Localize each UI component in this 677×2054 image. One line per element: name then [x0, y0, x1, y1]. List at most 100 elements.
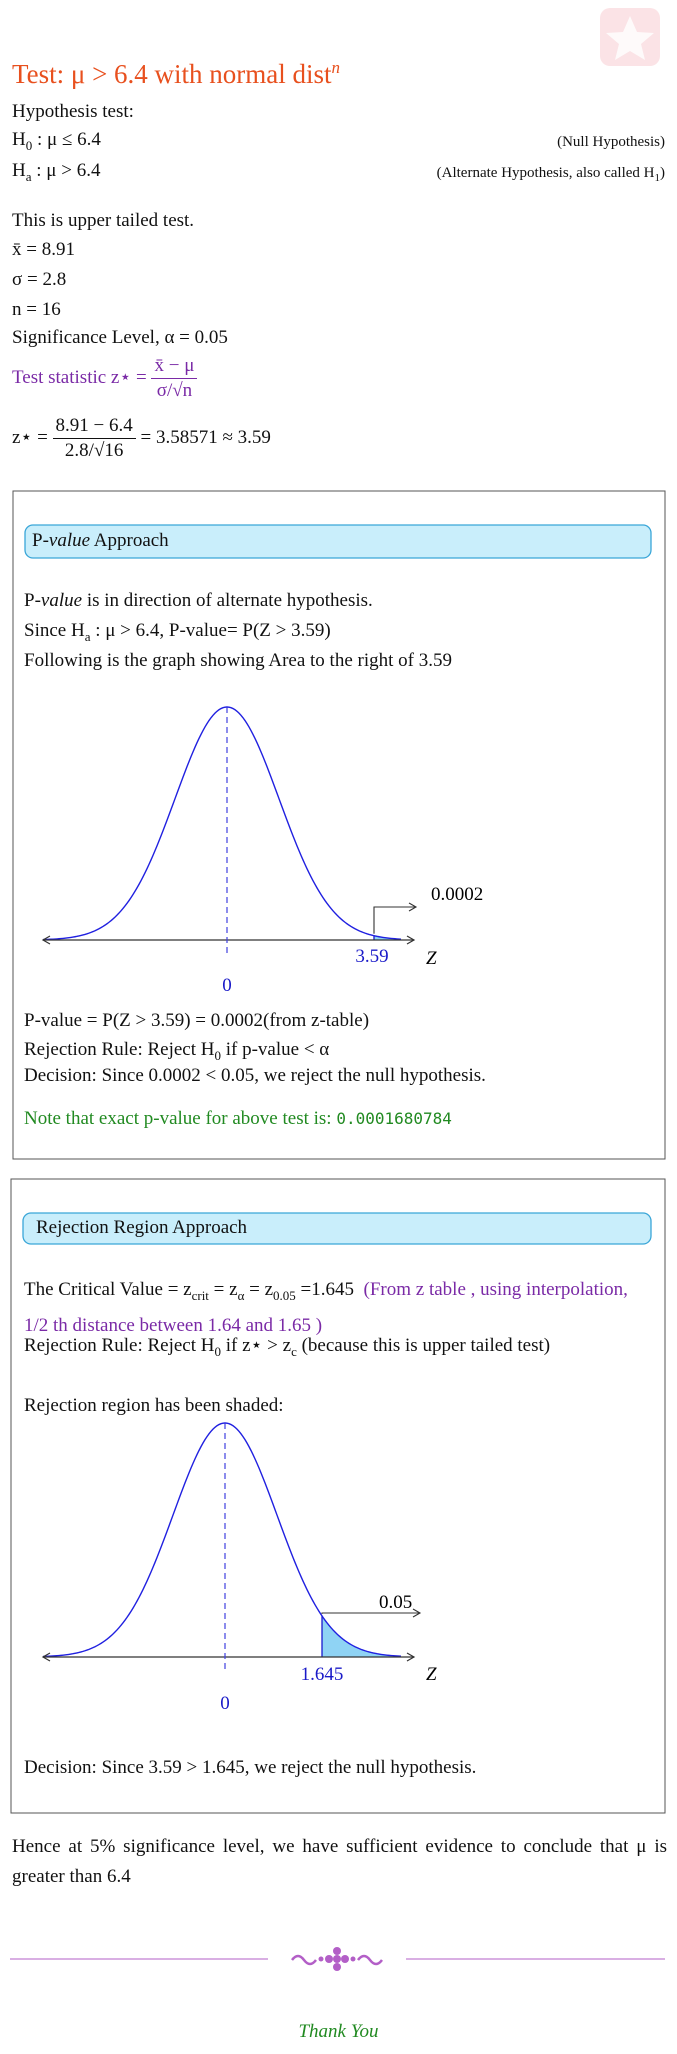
- rule: Rejection Rule: Reject H0 if p-value < α: [24, 1038, 329, 1068]
- rejection-heading-box: [22, 1212, 652, 1245]
- fraction: x̄ − μ σ/√n: [151, 354, 198, 403]
- text: Rejection region has been shaded:: [24, 1395, 284, 1416]
- center-label: 0: [220, 1693, 230, 1714]
- curve: [42, 1422, 402, 1658]
- rejection-box: [10, 1178, 666, 1814]
- sub: a: [84, 628, 91, 644]
- text: Approach: [90, 530, 169, 551]
- text: Note that exact p-value for above test i…: [24, 1108, 332, 1129]
- heading: Rejection Region Approach: [36, 1217, 248, 1238]
- text: Decision: Since 0.0002 < 0.05, we reject…: [24, 1065, 486, 1086]
- shaded-area: [322, 1615, 401, 1657]
- text: Significance Level, α = 0.05: [12, 327, 228, 348]
- text: Rejection Rule: Reject H: [24, 1335, 215, 1356]
- normal-graph: [41, 706, 418, 954]
- z-label: 1.645: [301, 1664, 344, 1685]
- text: : μ > 6.4, P-value= P(Z > 3.59): [90, 620, 331, 641]
- text: Decision: Since 3.59 > 1.645, we reject …: [24, 1757, 477, 1778]
- sub: c: [291, 1343, 297, 1359]
- numerator: x̄ − μ: [151, 354, 198, 379]
- text: Hypothesis test:: [12, 101, 134, 122]
- text: = z: [208, 1279, 238, 1300]
- note: (Alternate Hypothesis, also called H1): [437, 161, 665, 190]
- note: (Null Hypothesis): [557, 134, 665, 150]
- text: (because this is upper tailed test): [296, 1335, 551, 1356]
- sub: 0.05: [273, 1287, 296, 1303]
- text: (Alternate Hypothesis, also called H: [436, 165, 655, 181]
- critical-value: The Critical Value = zcrit = zα = z0.05 …: [24, 1275, 654, 1341]
- arrow: [41, 1652, 416, 1662]
- text: H: [12, 160, 26, 181]
- text: = 3.58571 ≈ 3.59: [140, 426, 271, 448]
- text: This is upper tailed test.: [12, 210, 195, 231]
- area-label: 0.0002: [431, 884, 483, 905]
- test-statistic: Test statistic z⋆ = x̄ − μ σ/√n: [12, 354, 198, 403]
- text: if z⋆ > z: [220, 1335, 292, 1356]
- text: Since H: [24, 620, 85, 641]
- sub: crit: [191, 1287, 209, 1303]
- text: Test statistic z⋆ =: [12, 366, 147, 388]
- curve: [42, 706, 402, 941]
- axis-label: Z: [426, 1664, 437, 1685]
- sub: 0: [214, 1047, 221, 1063]
- text: if p-value < α: [220, 1039, 330, 1060]
- text: ): [660, 165, 665, 181]
- text: is in direction of alternate hypothesis.: [82, 590, 373, 611]
- line: Since Ha : μ > 6.4, P-value= P(Z > 3.59): [24, 619, 331, 649]
- arrow: [41, 935, 416, 945]
- numerator: 8.91 − 6.4: [52, 414, 136, 439]
- area-arrow: [321, 1608, 422, 1618]
- text: : μ > 6.4: [31, 160, 101, 181]
- axis-label: Z: [426, 948, 437, 969]
- fraction: 8.91 − 6.4 2.8/√16: [52, 414, 136, 463]
- title: Test: μ > 6.4 with normal distn: [12, 52, 340, 90]
- text: : μ ≤ 6.4: [32, 129, 101, 150]
- text: x̄ = 8.91: [12, 239, 75, 260]
- denominator: σ/√n: [156, 380, 193, 401]
- divider: [10, 1947, 665, 1971]
- sub: a: [25, 168, 32, 184]
- text: σ = 2.8: [12, 269, 67, 290]
- text: value: [48, 530, 91, 551]
- pvalue-box: [12, 490, 666, 1160]
- conclusion: Hence at 5% significance level, we have …: [12, 1836, 667, 1887]
- ha: Ha : μ > 6.4: [12, 159, 100, 189]
- center-label: 0: [222, 975, 232, 996]
- text: The Critical Value = z: [24, 1279, 192, 1300]
- text: Rejection Rule: Reject H: [24, 1039, 215, 1060]
- text: H: [12, 129, 26, 150]
- area-arrow: [373, 902, 418, 934]
- note: (From z table , using interpolation, 1/2…: [24, 1279, 628, 1336]
- pvalue-heading-box: [24, 524, 652, 559]
- text: P-: [32, 530, 49, 551]
- exact-value: 0.0001680784: [336, 1109, 452, 1128]
- heading: P-value Approach: [32, 529, 169, 553]
- normal-graph: [41, 1422, 422, 1671]
- z-label: 3.59: [355, 946, 388, 967]
- rule: Rejection Rule: Reject H0 if z⋆ > zc (be…: [24, 1331, 634, 1367]
- logo: [600, 8, 660, 66]
- h0: H0 : μ ≤ 6.4: [12, 128, 101, 158]
- title-text: Test: μ > 6.4 with normal dist: [12, 59, 332, 89]
- note: Note that exact p-value for above test i…: [24, 1107, 452, 1131]
- sub: 0: [25, 137, 33, 153]
- sub: 0: [214, 1343, 221, 1359]
- text: = z: [244, 1279, 274, 1300]
- text: Following is the graph showing Area to t…: [24, 650, 452, 671]
- title-sup: n: [331, 58, 341, 77]
- sub: α: [237, 1287, 245, 1303]
- text: =1.645: [295, 1279, 355, 1300]
- text: P-: [24, 590, 41, 611]
- sub: 1: [654, 172, 661, 184]
- computation: z⋆ = 8.91 − 6.4 2.8/√16 = 3.58571 ≈ 3.59: [12, 414, 271, 463]
- area-label: 0.05: [379, 1592, 412, 1613]
- footer: Thank You: [298, 2021, 379, 2042]
- denominator: 2.8/√16: [64, 440, 124, 461]
- text: z⋆ =: [12, 426, 48, 448]
- line: P-value is in direction of alternate hyp…: [24, 589, 373, 613]
- text: P-value = P(Z > 3.59) = 0.0002(from z-ta…: [24, 1010, 370, 1031]
- text: n = 16: [12, 299, 61, 320]
- text: value: [40, 590, 83, 611]
